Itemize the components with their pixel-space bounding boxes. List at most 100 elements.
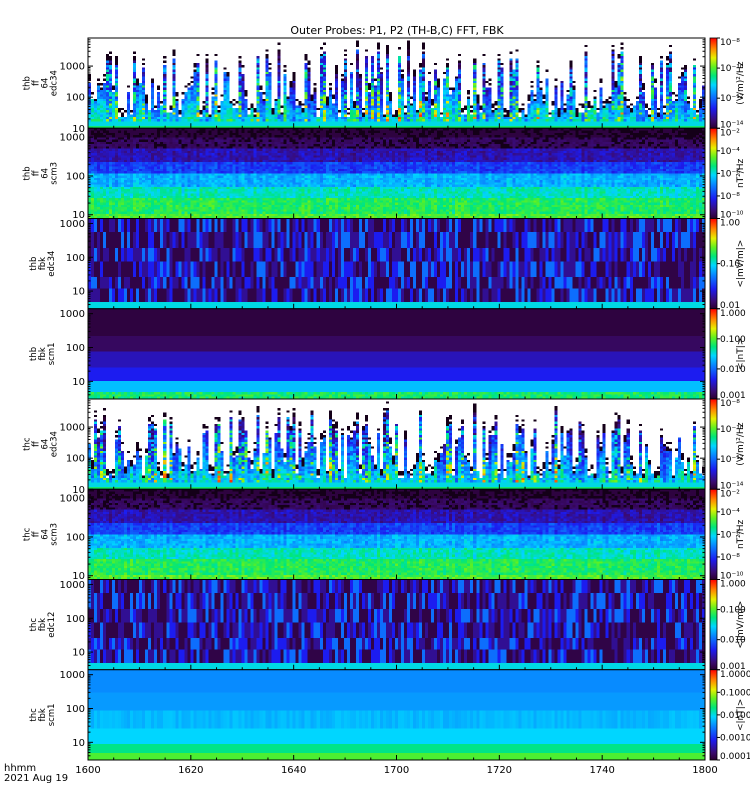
colorbar-tick-label: 10⁻¹⁴ <box>720 120 744 130</box>
colorbar-unit: nT²/Hz <box>736 158 746 188</box>
y-label-line: ff <box>32 169 42 176</box>
y-label-line: fbk <box>38 257 48 270</box>
spectrogram-heatmap <box>88 218 705 309</box>
y-label-line: 64 <box>41 78 51 89</box>
y-tick-label: 100 <box>66 253 85 264</box>
y-tick-label: 10 <box>72 485 85 496</box>
colorbar-tick-label: 10⁻¹⁰ <box>720 211 744 221</box>
colorbar <box>709 218 718 310</box>
x-tick-label: 1640 <box>281 765 306 776</box>
y-label-line: scm3 <box>50 523 60 546</box>
y-label-line: fbk <box>38 347 48 360</box>
colorbar <box>709 37 718 129</box>
y-tick-label: 10 <box>72 738 85 749</box>
colorbar-unit-label: (V/m)²/Hz <box>736 422 746 465</box>
y-tick-label: 1000 <box>60 670 85 681</box>
y-tick-label: 1000 <box>60 62 85 73</box>
colorbar-unit: <|mV/m|> <box>736 240 746 288</box>
y-label-line: edc12 <box>47 612 57 638</box>
colorbar-tick-label: 10⁻¹⁴ <box>720 481 744 491</box>
colorbar-tick-label: 1.000 <box>720 309 746 319</box>
colorbar-tick-label: 10⁻⁶ <box>720 530 740 540</box>
colorbar-tick-label: 0.0100 <box>720 711 750 721</box>
y-label-line: scm1 <box>47 703 57 726</box>
colorbar <box>709 579 718 671</box>
y-label-line: thc <box>29 618 39 632</box>
x-tick-label: 1800 <box>692 765 717 776</box>
y-label-line: fbk <box>38 708 48 721</box>
colorbar <box>709 398 718 490</box>
spectrogram-heatmap <box>88 38 705 129</box>
x-tick-label: 1600 <box>75 765 100 776</box>
colorbar-unit-label: <|nT|> <box>736 699 746 731</box>
colorbar-unit-label: <|mV/m|> <box>736 601 746 649</box>
colorbar-tick-label: 0.010 <box>720 365 746 375</box>
y-tick-label: 10 <box>72 377 85 388</box>
colorbar-tick-label: 10⁻¹⁰ <box>720 64 744 74</box>
x-tick-label: 1620 <box>178 765 203 776</box>
y-label-line: thb <box>29 347 39 361</box>
colorbar-unit-label: (V/m)²/Hz <box>736 61 746 104</box>
y-tick-label: 100 <box>66 704 85 715</box>
colorbar <box>709 488 718 580</box>
y-label-line: edc34 <box>50 70 60 96</box>
y-label-line: ff <box>32 530 42 537</box>
colorbar-tick-label: 1.000 <box>720 580 746 590</box>
x-tick-label: 1740 <box>589 765 614 776</box>
panel-4: 10 100 1000 thb fbk scm1 1.000 0.100 0.010 0.001 <… <box>29 308 746 401</box>
panel-7: 10 100 1000 thc fbk edc12 1.000 0.100 0.010 0.001… <box>29 579 746 672</box>
colorbar-unit-label: nT²/Hz <box>736 519 746 549</box>
y-axis-label: thb ff 64 scm3 <box>23 162 60 185</box>
colorbar-tick-label: 10⁻⁴ <box>720 508 740 518</box>
colorbar <box>709 669 718 761</box>
colorbar-tick-label: 0.10 <box>720 260 740 270</box>
y-label-line: thb <box>23 166 33 180</box>
y-label-line: edc34 <box>50 431 60 457</box>
colorbar-unit-label: <|nT|> <box>736 338 746 370</box>
y-tick-label: 100 <box>66 171 85 182</box>
y-tick-label: 1000 <box>60 494 85 505</box>
y-label-line: thc <box>23 437 33 451</box>
y-label-line: thb <box>23 76 33 90</box>
colorbar-unit: nT²/Hz <box>736 519 746 549</box>
colorbar-unit: <|nT|> <box>736 699 746 731</box>
y-label-line: thc <box>29 708 39 722</box>
colorbar-tick-label: 10⁻¹⁰ <box>720 425 744 435</box>
y-label-line: scm1 <box>47 342 57 365</box>
colorbar-tick-label: 0.01 <box>720 301 740 311</box>
figure-title: Outer Probes: P1, P2 (TH-B,C) FFT, FBK <box>290 24 504 37</box>
time-axis: 1600 1620 1640 1700 1720 1740 1800 <box>75 123 718 776</box>
y-axis-label: thc fbk scm1 <box>29 703 57 726</box>
y-tick-label: 1000 <box>60 219 85 230</box>
colorbar-tick-label: 0.001 <box>720 391 746 401</box>
colorbar-unit-label: <|mV/m|> <box>736 240 746 288</box>
colorbar-tick-label: 1.00 <box>720 219 740 229</box>
y-tick-label: 1000 <box>60 309 85 320</box>
colorbar-unit: (V/m)²/Hz <box>736 61 746 104</box>
y-axis-label: thc ff 64 edc34 <box>23 431 60 457</box>
y-label-line: edc34 <box>47 251 57 277</box>
colorbar <box>709 127 718 219</box>
spectrogram-heatmap <box>88 128 705 219</box>
panel-3: 10 100 1000 thb fbk edc34 1.00 0.10 0.01 <|mV/m|> <box>29 218 746 311</box>
colorbar-tick-label: 10⁻¹⁰ <box>720 572 744 582</box>
spectrogram-heatmap <box>88 489 705 580</box>
y-axis-label: thc fbk edc12 <box>29 612 57 638</box>
colorbar-tick-label: 10⁻² <box>720 128 740 138</box>
y-tick-label: 10 <box>72 571 85 582</box>
colorbar-tick-label: 10⁻⁴ <box>720 147 740 157</box>
y-axis-label: thb fbk edc34 <box>29 251 57 277</box>
y-axis-label: thb fbk scm1 <box>29 342 57 365</box>
spectrogram-heatmap <box>88 399 705 490</box>
x-tick-label: 1720 <box>487 765 512 776</box>
colorbar-unit-label: nT²/Hz <box>736 158 746 188</box>
y-axis-label: thb ff 64 edc34 <box>23 70 60 96</box>
colorbar-tick-label: 0.001 <box>720 662 746 672</box>
colorbar-tick-label: 0.0010 <box>720 733 750 743</box>
y-axis-label: thc ff 64 scm3 <box>23 523 60 546</box>
y-label-line: thb <box>29 257 39 271</box>
y-tick-label: 100 <box>66 343 85 354</box>
y-tick-label: 100 <box>66 532 85 543</box>
